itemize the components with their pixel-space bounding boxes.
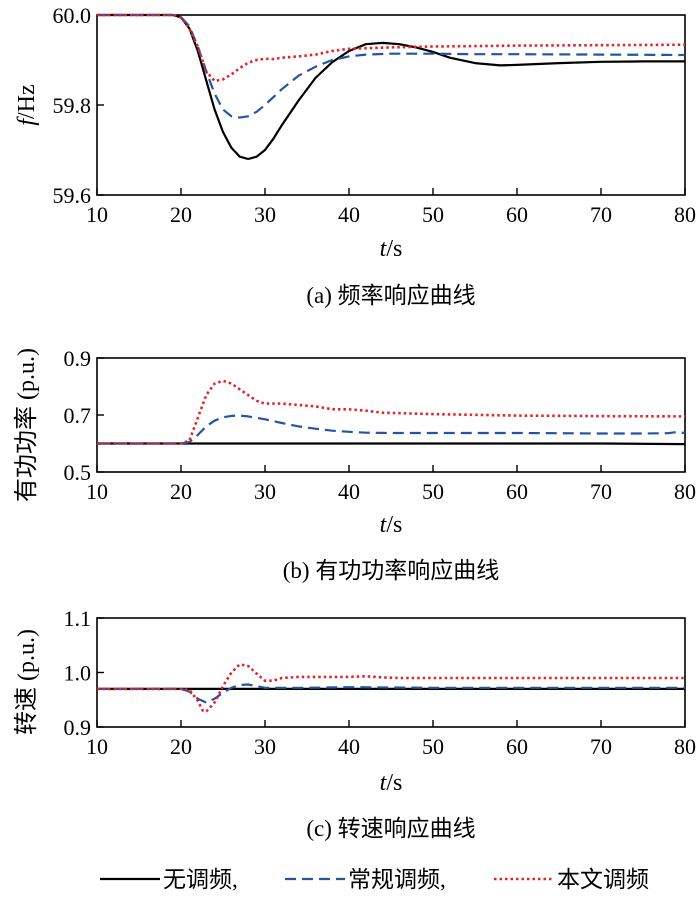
panel-speed: 10 20 30 40 50 60 70 800.91.01.1 转速 (p.u.) t/s … — [13, 606, 696, 841]
x-tick-label: 60 — [506, 734, 528, 759]
y-tick-label: 59.8 — [53, 93, 92, 118]
series-line-no-regulation — [97, 13, 685, 161]
caption-active-power: (b) 有功功率响应曲线 — [283, 558, 500, 583]
x-tick-label: 80 — [674, 479, 696, 504]
series-lines — [97, 379, 686, 446]
x-tick-label: 30 — [254, 202, 276, 227]
series-line-conventional — [97, 414, 686, 445]
x-tick-label: 30 — [254, 479, 276, 504]
tick-labels: 10 20 30 40 50 60 70 80 59.6 59.8 60.0 — [53, 3, 697, 227]
x-tick-label: 80 — [674, 734, 696, 759]
legend: 无调频, 常规调频, 本文调频 — [100, 867, 649, 892]
tick-marks — [96, 357, 686, 473]
plot-frame — [96, 14, 686, 196]
tick-labels: 10 20 30 40 50 60 70 80 0.9 1.0 1.1 — [64, 606, 697, 759]
series-line-proposed — [97, 13, 686, 83]
x-tick-label: 20 — [170, 202, 192, 227]
xlabel-speed: t/s — [380, 770, 403, 796]
series-lines — [97, 13, 686, 161]
x-tick-label: 70 — [590, 734, 612, 759]
series-line-proposed — [97, 663, 685, 713]
x-tick-label: 50 — [422, 202, 444, 227]
x-tick-label: 70 — [590, 202, 612, 227]
legend-label-no-regulation: 无调频, — [163, 867, 238, 892]
legend-label-conventional: 常规调频, — [348, 867, 446, 892]
ylabel-frequency: f/Hz — [14, 84, 40, 125]
x-tick-label: 40 — [338, 202, 360, 227]
panel-frequency: 10 20 30 40 50 60 70 80 59.6 59.8 60.0 f/Hz t/s (a… — [14, 3, 696, 308]
x-tick-label: 30 — [254, 734, 276, 759]
y-tick-label: 1.0 — [64, 661, 92, 686]
x-tick-label: 50 — [422, 479, 444, 504]
series-line-no-regulation — [97, 442, 686, 446]
x-tick-label: 10 — [86, 734, 108, 759]
y-tick-label: 1.1 — [64, 606, 92, 631]
x-tick-label: 20 — [170, 479, 192, 504]
x-tick-label: 40 — [338, 734, 360, 759]
x-tick-label: 80 — [674, 202, 696, 227]
tick-marks — [96, 14, 686, 196]
legend-label-proposed: 本文调频 — [557, 867, 649, 892]
caption-frequency: (a) 频率响应曲线 — [306, 283, 475, 308]
ylabel-speed: 转速 (p.u.) — [13, 629, 40, 735]
ylabel-active-power: 有功功率 (p.u.) — [13, 348, 40, 502]
x-tick-label: 70 — [590, 479, 612, 504]
x-tick-label: 40 — [338, 479, 360, 504]
x-tick-label: 10 — [86, 479, 108, 504]
plot-frame — [96, 617, 686, 728]
series-line-conventional — [97, 13, 686, 119]
x-tick-label: 60 — [506, 479, 528, 504]
x-tick-label: 20 — [170, 734, 192, 759]
x-tick-label: 10 — [86, 202, 108, 227]
y-tick-label: 0.7 — [64, 403, 92, 428]
x-tick-label: 50 — [422, 734, 444, 759]
tick-marks — [96, 617, 686, 728]
y-tick-label: 60.0 — [53, 3, 92, 28]
xlabel-frequency: t/s — [380, 236, 403, 262]
xlabel-active-power: t/s — [380, 512, 403, 538]
series-lines — [97, 663, 685, 713]
series-line-conventional — [97, 683, 685, 704]
y-tick-label: 0.9 — [64, 715, 92, 740]
x-tick-label: 60 — [506, 202, 528, 227]
series-line-proposed — [97, 379, 686, 445]
y-tick-label: 59.6 — [53, 183, 92, 208]
tick-labels: 10 20 30 40 50 60 70 80 0.5 0.7 0.9 — [64, 346, 697, 504]
y-tick-label: 0.9 — [64, 346, 92, 371]
panel-active-power: 10 20 30 40 50 60 70 80 0.5 0.7 0.9 有功功率 (p.u.) t/… — [13, 346, 696, 583]
caption-speed: (c) 转速响应曲线 — [306, 816, 475, 841]
y-tick-label: 0.5 — [64, 460, 92, 485]
